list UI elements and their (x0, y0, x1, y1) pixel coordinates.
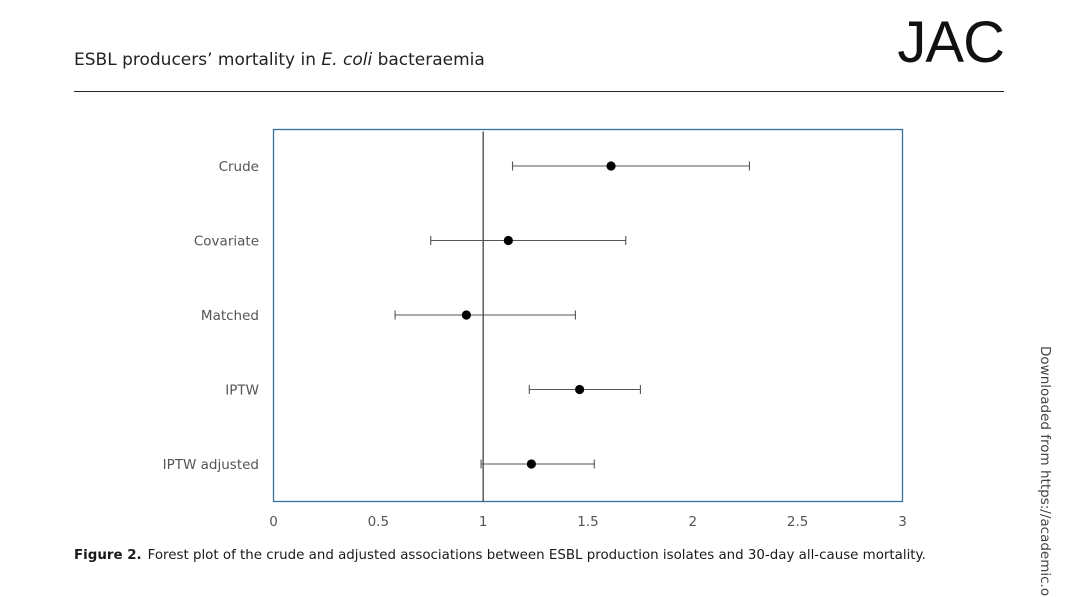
figure-label: Figure 2. (74, 548, 142, 563)
point-estimate (461, 310, 471, 320)
row-label: Covariate (194, 234, 259, 250)
forest-rows: Crude Covariate Matched IPTW IPTW adjusted (163, 159, 750, 473)
x-tick-label: 0 (269, 514, 278, 530)
figure-caption: Figure 2. Forest plot of the crude and ad… (74, 548, 926, 563)
forest-row: Crude (219, 159, 750, 175)
x-tick-label: 2 (689, 514, 698, 530)
journal-logo: JAC (897, 10, 1005, 75)
x-tick-label: 2.5 (787, 514, 808, 530)
forest-row: Matched (201, 308, 576, 324)
forest-row: IPTW (225, 383, 641, 399)
plot-frame (272, 128, 904, 503)
x-tick-label: 0.5 (368, 514, 389, 530)
running-title-prefix: ESBL producers’ mortality in (74, 50, 322, 70)
forest-row: Covariate (194, 234, 627, 250)
x-tick-label: 1 (479, 514, 488, 530)
x-axis-ticks: 0 0.5 1 1.5 2 2.5 3 (269, 514, 907, 530)
forest-row: IPTW adjusted (163, 457, 595, 473)
header-rule (74, 91, 1004, 92)
figure-caption-text: Forest plot of the crude and adjusted as… (147, 548, 926, 563)
running-title-suffix: bacteraemia (372, 50, 485, 70)
running-title-italic: E. coli (321, 50, 373, 70)
point-estimate (606, 161, 616, 171)
running-title: ESBL producers’ mortality in E. coli bac… (74, 50, 485, 70)
point-estimate (503, 235, 513, 246)
row-label: IPTW adjusted (163, 457, 259, 473)
row-label: Matched (201, 308, 259, 324)
point-estimate (526, 459, 536, 469)
point-estimate (575, 384, 585, 395)
row-label: Crude (219, 159, 259, 175)
x-tick-label: 1.5 (577, 514, 598, 530)
download-note: Downloaded from https://academic.oup.c (1037, 346, 1053, 596)
row-label: IPTW (225, 383, 259, 399)
x-tick-label: 3 (898, 514, 907, 530)
